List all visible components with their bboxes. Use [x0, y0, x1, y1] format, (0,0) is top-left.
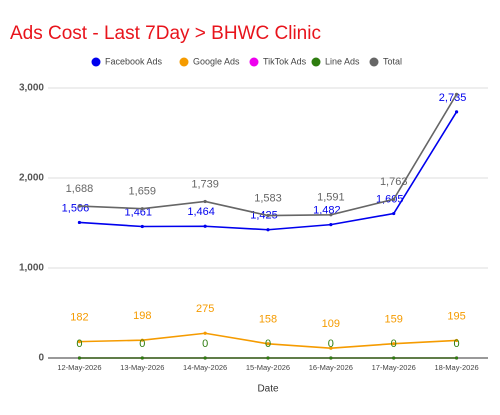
y-tick-label: 3,000 [19, 83, 44, 94]
data-label: 0 [391, 338, 397, 350]
data-label: 109 [322, 318, 340, 330]
data-point [203, 199, 207, 204]
legend-label: Total [383, 56, 402, 66]
data-point [77, 340, 82, 344]
data-point [266, 356, 270, 360]
legend-label: Facebook Ads [105, 56, 163, 66]
legend-label: Google Ads [193, 56, 240, 66]
data-label: 0 [328, 338, 334, 350]
legend-label: TikTok Ads [263, 56, 307, 66]
data-point [454, 338, 459, 343]
data-point [329, 223, 333, 227]
data-label: 0 [139, 338, 145, 350]
data-point [77, 220, 82, 225]
data-point [203, 224, 207, 228]
x-tick-label: 17-May-2026 [372, 363, 416, 372]
data-label: 1,583 [254, 192, 282, 204]
data-label: 275 [196, 303, 214, 315]
data-point [329, 346, 333, 350]
data-point [266, 342, 270, 346]
chart-title: Ads Cost - Last 7Day > BHWC Clinic [10, 23, 321, 44]
data-label: 1,506 [62, 202, 90, 214]
data-label: 2,735 [439, 92, 467, 104]
data-label: 1,688 [66, 183, 94, 195]
x-axis-label: Date [257, 384, 279, 395]
data-point [329, 356, 333, 360]
data-point [392, 211, 396, 216]
legend-marker [91, 57, 101, 67]
data-label: 195 [447, 310, 465, 322]
legend-marker [249, 57, 259, 67]
x-tick-label: 15-May-2026 [246, 363, 290, 372]
data-point [77, 356, 82, 360]
legend-marker [179, 57, 189, 67]
legend-marker [369, 57, 379, 67]
data-label: 0 [265, 338, 271, 350]
data-label: 1,461 [125, 206, 153, 218]
data-point [392, 197, 396, 201]
data-point [329, 213, 333, 217]
data-point [140, 338, 144, 342]
data-point [392, 342, 396, 346]
data-point [266, 213, 270, 218]
data-point [203, 356, 207, 360]
data-label: 1,739 [191, 178, 219, 190]
data-label: 159 [385, 314, 403, 326]
data-label: 1,591 [317, 192, 345, 204]
x-tick-label: 14-May-2026 [183, 363, 227, 372]
legend-marker [311, 57, 321, 67]
data-point [454, 92, 459, 96]
x-tick-label: 13-May-2026 [120, 363, 164, 372]
legend-label: Line Ads [325, 56, 360, 66]
x-tick-label: 18-May-2026 [434, 363, 478, 372]
data-label: 1,464 [187, 206, 215, 218]
x-tick-label: 12-May-2026 [57, 363, 101, 372]
data-label: 198 [133, 310, 151, 322]
data-point [140, 207, 144, 211]
data-label: 1,763 [380, 176, 408, 188]
data-point [77, 204, 82, 208]
data-label: 158 [259, 314, 277, 326]
data-point [140, 356, 144, 360]
data-label: 1,659 [129, 186, 157, 198]
data-point [140, 224, 144, 229]
data-point [392, 356, 396, 360]
y-tick-label: 1,000 [19, 263, 44, 274]
data-label: 0 [454, 338, 460, 350]
y-tick-label: 2,000 [19, 173, 44, 184]
data-point [266, 228, 270, 232]
data-label: 0 [76, 338, 82, 350]
data-label: 0 [202, 338, 208, 350]
x-tick-label: 16-May-2026 [309, 363, 353, 372]
data-label: 1,605 [376, 193, 404, 205]
data-label: 182 [70, 312, 88, 324]
y-tick-label: 0 [38, 353, 44, 364]
data-point [454, 356, 459, 360]
data-point [203, 331, 207, 335]
data-point [454, 110, 459, 114]
